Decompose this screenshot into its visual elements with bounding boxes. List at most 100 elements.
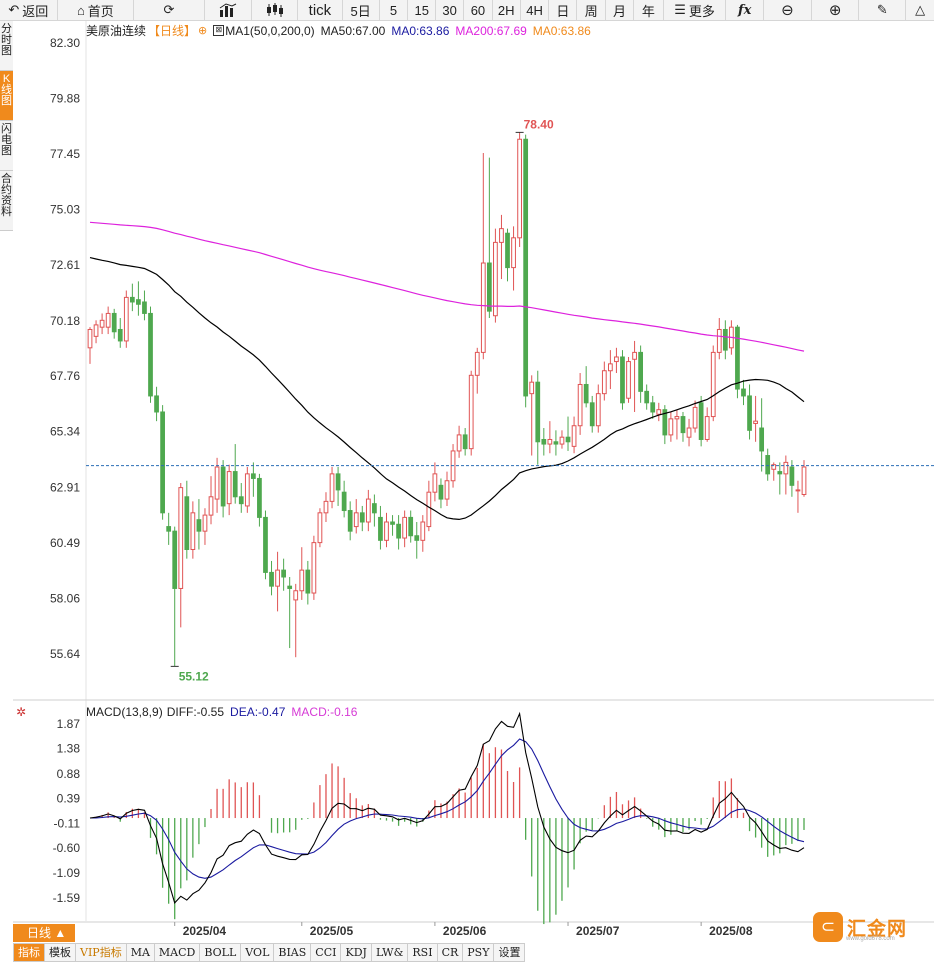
candle-body	[722, 328, 728, 351]
y-tick-label: 82.30	[50, 36, 80, 50]
candle-body	[190, 512, 196, 550]
sidebar-item-timeshare[interactable]: 分时图	[0, 21, 13, 71]
candle-body	[420, 521, 426, 541]
period-30[interactable]: 30	[436, 0, 465, 20]
sidebar-item-flash[interactable]: 闪电图	[0, 121, 13, 171]
candle-body	[365, 498, 371, 523]
tab-psy[interactable]: PSY	[463, 943, 495, 962]
tab-lw[interactable]: LW&	[371, 943, 409, 962]
tab-vol[interactable]: VOL	[241, 943, 275, 962]
candle-body	[257, 477, 262, 518]
candle-body	[317, 512, 323, 544]
candle-body	[166, 526, 172, 532]
home-button[interactable]: ⌂ 首页	[58, 0, 135, 20]
tab-templates[interactable]: 模板	[45, 943, 76, 962]
period-2h[interactable]: 2H	[493, 0, 521, 20]
candle-body	[686, 427, 692, 438]
logo-icon: ⊂	[813, 912, 843, 942]
candle-type-button[interactable]	[252, 0, 299, 20]
candle-body	[704, 416, 710, 440]
indicator-icon[interactable]: ⊠	[213, 25, 225, 36]
macd-diff: DIFF:-0.55	[166, 705, 225, 719]
candle-body	[614, 356, 619, 363]
period-month[interactable]: 月	[606, 0, 634, 20]
warning-button[interactable]: △	[906, 0, 934, 20]
candle-body	[595, 393, 601, 427]
chart-type-button[interactable]	[205, 0, 253, 20]
tab-cci[interactable]: CCI	[311, 943, 342, 962]
x-tick-label: 2025/08	[709, 924, 753, 938]
candle-body	[263, 516, 268, 573]
candles	[87, 132, 807, 667]
y-tick-label: 77.45	[50, 147, 80, 161]
candle-body	[607, 363, 613, 372]
tab-ma[interactable]: MA	[126, 943, 155, 962]
tab-boll[interactable]: BOLL	[200, 943, 242, 962]
y-tick-label: 79.88	[50, 91, 80, 105]
kline-chart[interactable]: 82.30 79.88 77.45 75.03 72.61 70.18 67.76 65.34…	[13, 21, 934, 942]
ma50-line	[89, 257, 805, 521]
logo-text: 汇金网	[847, 918, 908, 940]
y-tick-label: 75.03	[50, 203, 80, 217]
back-arrow-icon: ↶	[8, 2, 20, 17]
candle-body	[710, 351, 716, 418]
candle-body	[632, 351, 637, 360]
candle-body	[438, 484, 444, 500]
candle-body	[129, 296, 135, 303]
period-tag: 【日线】	[148, 24, 197, 38]
tick-button[interactable]: tick	[298, 0, 343, 20]
period-select[interactable]: 日线 ▲	[13, 924, 75, 942]
zoom-in-button[interactable]: ⊕	[812, 0, 860, 20]
period-year[interactable]: 年	[634, 0, 664, 20]
period-5[interactable]: 5	[380, 0, 409, 20]
candle-body	[220, 466, 226, 507]
candle-body	[601, 370, 607, 395]
low-label: 55.12	[179, 669, 209, 683]
period-week[interactable]: 周	[577, 0, 607, 20]
formula-button[interactable]: fx	[726, 0, 765, 20]
period-day[interactable]: 日	[549, 0, 578, 20]
macd-y-tick-label: 1.87	[57, 717, 81, 731]
candle-body	[559, 436, 565, 445]
candle-body	[99, 319, 105, 328]
candle-body	[105, 312, 111, 328]
tab-macd[interactable]: MACD	[154, 943, 201, 962]
left-sidebar: 分时图 K线图 闪电图 合约资料	[0, 21, 13, 236]
candle-body	[795, 489, 801, 492]
tab-kdj[interactable]: KDJ	[341, 943, 372, 962]
candle-body	[668, 418, 674, 436]
candle-body	[662, 409, 668, 436]
period-label: 30	[442, 2, 457, 18]
candle-body	[535, 381, 541, 443]
refresh-button[interactable]: ⟳	[134, 0, 205, 20]
candle-body	[493, 241, 498, 317]
period-60[interactable]: 60	[464, 0, 493, 20]
tab-cr[interactable]: CR	[437, 943, 464, 962]
candle-body	[577, 383, 583, 427]
macd-settings-icon[interactable]: ✲	[16, 705, 27, 719]
candle-body	[214, 466, 220, 500]
candle-body	[553, 441, 559, 445]
candle-body	[202, 514, 208, 532]
period-5d[interactable]: 5日	[343, 0, 380, 20]
candle-body	[692, 406, 698, 429]
sidebar-item-kline[interactable]: K线图	[0, 71, 13, 121]
tab-rsi[interactable]: RSI	[408, 943, 438, 962]
draw-button[interactable]: ✎	[859, 0, 907, 20]
period-15[interactable]: 15	[408, 0, 437, 20]
macd-value: MACD:-0.16	[291, 705, 358, 719]
more-button[interactable]: ☰ 更多	[664, 0, 727, 20]
tab-vip[interactable]: VIP指标	[76, 943, 127, 962]
triangle-icon: △	[915, 2, 926, 17]
tab-bias[interactable]: BIAS	[274, 943, 312, 962]
zoom-out-button[interactable]: ⊖	[764, 0, 812, 20]
settings-icon[interactable]: ⊕	[198, 25, 208, 37]
sidebar-item-contract[interactable]: 合约资料	[0, 171, 13, 231]
period-4h[interactable]: 4H	[521, 0, 550, 20]
back-button[interactable]: ↶ 返回	[0, 0, 58, 20]
candle-body	[154, 395, 159, 413]
tab-settings[interactable]: 设置	[494, 943, 526, 962]
tab-indicators[interactable]: 指标	[13, 943, 45, 962]
ma-indicator-name: MA1(50,0,200,0)	[225, 23, 315, 38]
candle-body	[184, 496, 190, 550]
